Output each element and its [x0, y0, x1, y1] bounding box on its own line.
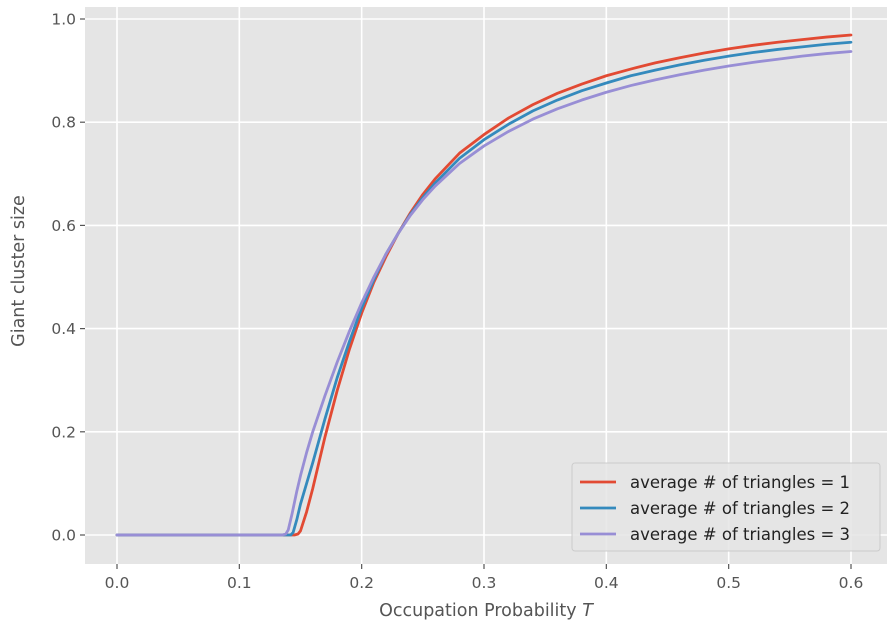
x-axis-label: Occupation Probability T: [379, 601, 594, 621]
x-tick-label: 0.2: [349, 574, 374, 592]
x-tick-label: 0.6: [839, 574, 864, 592]
x-tick-label: 0.4: [594, 574, 619, 592]
y-tick-label: 0.4: [51, 320, 76, 338]
y-axis-label: Giant cluster size: [9, 195, 29, 347]
series-line-2: [115, 40, 853, 537]
x-tick-labels: 0.0 0.1 0.2 0.3 0.4 0.5 0.6: [105, 564, 864, 592]
y-tick-label: 0.8: [51, 114, 76, 132]
legend-box: [571, 462, 881, 552]
series-layer: [115, 33, 853, 537]
legend: average # of triangles = 1 average # of t…: [571, 462, 881, 552]
legend-entry: average # of triangles = 1: [630, 473, 850, 492]
y-tick-label: 1.0: [51, 11, 76, 29]
x-tick-label: 0.0: [105, 574, 130, 592]
y-tick-label: 0.6: [51, 217, 76, 235]
x-tick-label: 0.1: [227, 574, 252, 592]
y-tick-label: 0.2: [51, 423, 76, 441]
x-tick-label: 0.3: [472, 574, 497, 592]
legend-entry: average # of triangles = 2: [630, 499, 850, 518]
legend-entry: average # of triangles = 3: [630, 525, 850, 544]
y-tick-label: 0.0: [51, 527, 76, 545]
series-line-3: [115, 50, 853, 537]
series-line-1: [115, 33, 853, 537]
x-tick-label: 0.5: [716, 574, 741, 592]
y-tick-labels: 0.0 0.2 0.4 0.6 0.8 1.0: [51, 11, 85, 545]
